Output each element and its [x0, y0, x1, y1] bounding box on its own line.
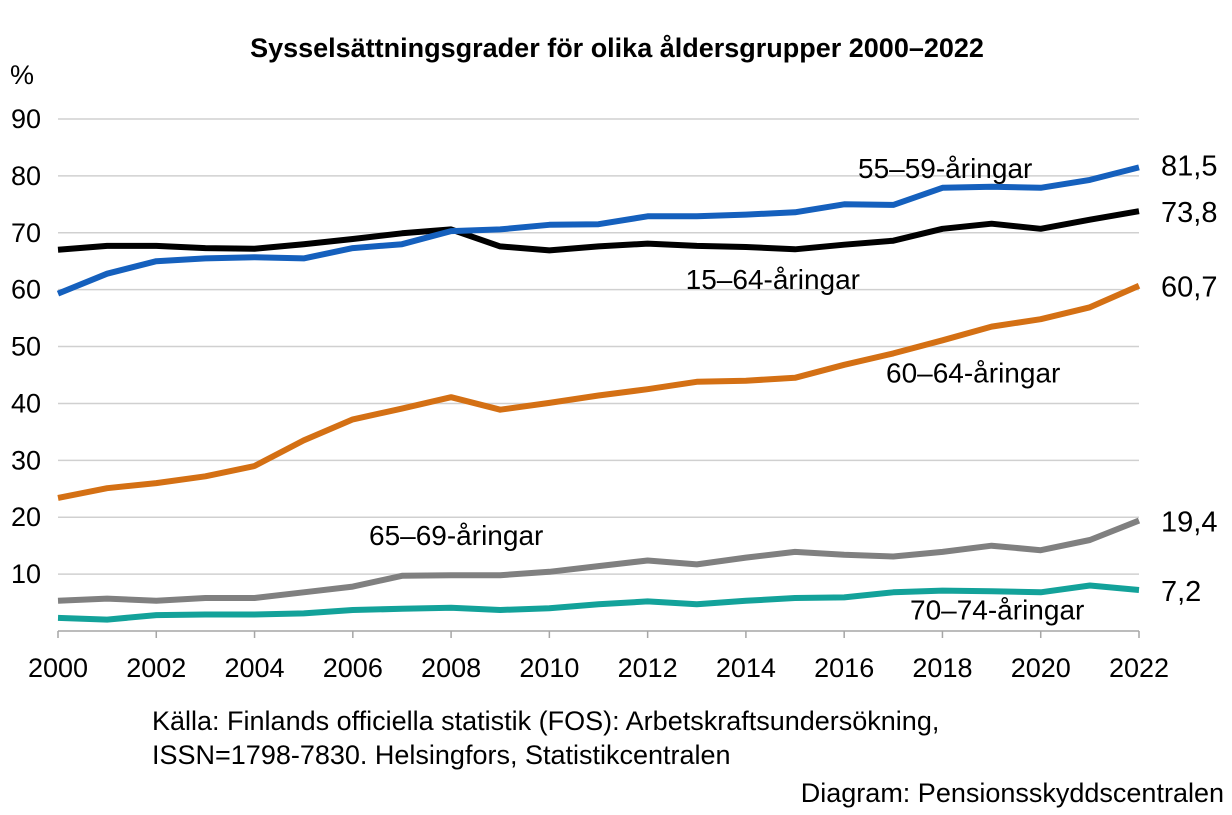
y-axis-ticks: 10 20 30 40 50 60 70 80 90	[11, 104, 41, 589]
x-axis-ticks: 2000 2002 2004 2006 2008 2010 2012 2014 2016 2018…	[28, 631, 1169, 683]
chart-title: Sysselsättningsgrader för olika åldersgr…	[250, 33, 984, 63]
x-tick-label: 2002	[126, 653, 186, 683]
series-line	[57, 517, 1141, 604]
x-tick-label: 2004	[225, 653, 285, 683]
x-tick-label: 2012	[618, 653, 678, 683]
y-tick-label: 20	[11, 502, 41, 532]
end-value-label: 81,5	[1161, 150, 1217, 182]
series-name-label: 65–69-åringar	[369, 520, 543, 551]
source-line-1: Källa: Finlands officiella statistik (FO…	[152, 706, 940, 736]
x-tick-label: 2018	[912, 653, 972, 683]
end-value-label: 19,4	[1161, 507, 1217, 539]
y-tick-label: 80	[11, 161, 41, 191]
x-tick-label: 2022	[1109, 653, 1169, 683]
y-tick-label: 50	[11, 332, 41, 362]
diagram-credit: Diagram: Pensionsskyddscentralen	[800, 778, 1224, 808]
series-line	[56, 164, 1140, 297]
series-name-label: 15–64-åringar	[686, 264, 860, 295]
y-tick-label: 70	[11, 218, 41, 248]
y-tick-label: 10	[11, 559, 41, 589]
end-value-label: 7,2	[1161, 576, 1201, 608]
series-name-label: 70–74-åringar	[910, 595, 1084, 626]
series-name-label: 60–64-åringar	[886, 357, 1060, 388]
y-axis-unit: %	[10, 60, 34, 90]
end-value-label: 60,7	[1161, 272, 1217, 304]
series-line	[57, 208, 1140, 254]
x-tick-label: 2020	[1011, 653, 1071, 683]
source-line-2: ISSN=1798-7830. Helsingfors, Statistikce…	[152, 740, 731, 770]
series-line	[57, 282, 1141, 501]
series-line	[57, 582, 1140, 623]
gridlines	[58, 118, 1139, 632]
x-tick-label: 2006	[323, 653, 383, 683]
x-tick-label: 2014	[716, 653, 776, 683]
series-labels: 15–64-åringar 73,8 55–59-åringar 81,5 60–64-…	[369, 150, 1217, 625]
x-tick-label: 2008	[421, 653, 481, 683]
y-tick-label: 30	[11, 445, 41, 475]
x-tick-label: 2016	[814, 653, 874, 683]
y-tick-label: 40	[11, 388, 41, 418]
x-tick-label: 2010	[519, 653, 579, 683]
y-tick-label: 60	[11, 275, 41, 305]
series-name-label: 55–59-åringar	[858, 153, 1032, 184]
series-lines	[56, 164, 1141, 623]
end-value-label: 73,8	[1161, 197, 1217, 229]
y-tick-label: 90	[11, 104, 41, 134]
x-tick-label: 2000	[28, 653, 88, 683]
